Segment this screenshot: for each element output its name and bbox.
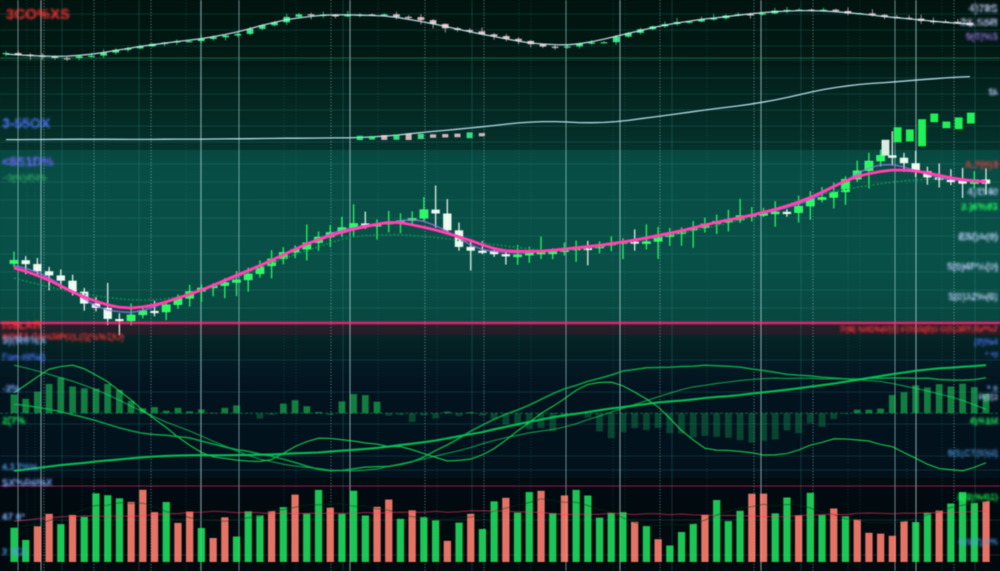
svg-text:5(0)4P%(0): 5(0)4P%(0) bbox=[947, 262, 998, 273]
svg-text:3S.S5B: 3S.S5B bbox=[960, 17, 998, 29]
svg-text:SX%R6%X: SX%R6%X bbox=[2, 478, 53, 489]
svg-text:3-55OX: 3-55OX bbox=[2, 115, 51, 131]
svg-text:3CO%XS: 3CO%XS bbox=[6, 6, 70, 23]
svg-text:47 6*: 47 6* bbox=[2, 512, 25, 523]
svg-text:<8S1D%: <8S1D% bbox=[2, 154, 54, 169]
svg-text:16: 16 bbox=[988, 87, 998, 97]
svg-text:IS8LAB: IS8LAB bbox=[2, 320, 41, 332]
svg-text:Fon-#8%(): Fon-#8%() bbox=[2, 352, 46, 362]
svg-text:4)S(0) #%: 4)S(0) #% bbox=[957, 537, 998, 547]
svg-text:0(0)CT(0)(0): 0(0)CT(0)(0) bbox=[948, 448, 998, 458]
svg-text:P(0)3: P(0)3 bbox=[978, 393, 998, 402]
svg-text:3(0)32%(0): 3(0)32%(0) bbox=[948, 292, 998, 303]
svg-text:4.3 7%%: 4.3 7%% bbox=[2, 462, 38, 472]
svg-text:R(0) N8G%(0)(I) F(0)IR(0)3 G(0: R(0) N8G%(0)(I) F(0)IR(0)3 G(0)3RT(0)P%7 bbox=[840, 325, 998, 334]
svg-text:~0(%)4)4%: ~0(%)4)4% bbox=[2, 173, 47, 183]
svg-text:A(0)%4)1): A(0)%4)1) bbox=[956, 492, 998, 502]
svg-text:2(7%: 2(7% bbox=[2, 416, 25, 427]
svg-text:3)(R6%X: 3)(R6%X bbox=[2, 335, 47, 347]
svg-text:A.7(8)3: A.7(8)3 bbox=[965, 160, 999, 171]
svg-text:3.)6%83: 3.)6%83 bbox=[961, 202, 999, 213]
svg-text:*.*0: *.*0 bbox=[985, 351, 998, 360]
svg-text:(0)%4: (0)%4 bbox=[974, 337, 998, 347]
svg-text:9(0)%3: 9(0)%3 bbox=[966, 32, 999, 43]
svg-text:-2%: -2% bbox=[2, 384, 20, 395]
svg-text:4)1148: 4)1148 bbox=[967, 187, 998, 198]
svg-text:2 9(2): 2 9(2) bbox=[2, 547, 28, 558]
svg-text:ES()A(0): ES()A(0) bbox=[959, 232, 998, 243]
svg-text:4)%1M: 4)%1M bbox=[969, 416, 998, 426]
svg-text:4)78S: 4)78S bbox=[969, 3, 998, 15]
